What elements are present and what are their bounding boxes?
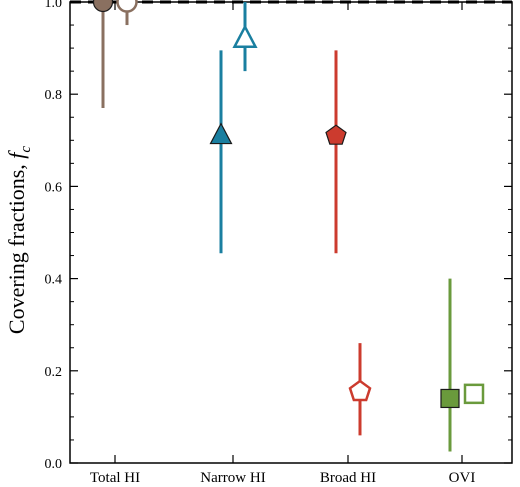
data-point-circle xyxy=(116,0,138,13)
y-tick-label: 0.0 xyxy=(45,457,63,472)
y-axis-label-symbol: f xyxy=(4,150,29,159)
data-point-pentagon xyxy=(348,379,372,402)
y-tick-label: 1.0 xyxy=(45,0,63,11)
x-tick-label: OVI xyxy=(449,470,476,486)
data-point-square xyxy=(463,383,485,405)
y-tick-label: 0.8 xyxy=(45,88,63,103)
data-point-triangle xyxy=(232,24,258,49)
data-point-triangle xyxy=(209,122,233,145)
data-point-square xyxy=(440,388,460,409)
y-tick-label: 0.4 xyxy=(45,273,63,288)
x-tick-label: Broad HI xyxy=(320,470,376,486)
x-tick-label: Total HI xyxy=(90,470,140,486)
data-point-circle xyxy=(92,0,114,13)
y-axis-label-text: Covering fractions, xyxy=(4,159,29,334)
data-point-pentagon xyxy=(325,124,347,145)
y-tick-label: 0.2 xyxy=(45,365,63,380)
y-axis-label-subscript: c xyxy=(18,146,34,153)
x-tick-label: Narrow HI xyxy=(200,470,265,486)
y-axis-label: Covering fractions, fc xyxy=(4,146,34,334)
y-tick-label: 0.6 xyxy=(45,180,63,195)
